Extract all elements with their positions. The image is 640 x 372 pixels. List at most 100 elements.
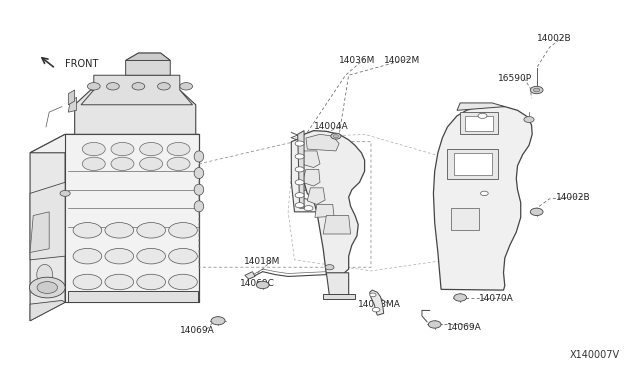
- Circle shape: [60, 190, 70, 196]
- Circle shape: [304, 142, 313, 147]
- Ellipse shape: [169, 222, 197, 238]
- Circle shape: [524, 116, 534, 122]
- Circle shape: [111, 142, 134, 156]
- Polygon shape: [307, 188, 325, 205]
- Circle shape: [211, 317, 225, 325]
- Circle shape: [295, 193, 304, 198]
- Ellipse shape: [105, 274, 134, 290]
- Polygon shape: [68, 97, 77, 112]
- Text: 1401BMA: 1401BMA: [358, 300, 401, 310]
- Polygon shape: [433, 106, 532, 290]
- Polygon shape: [301, 151, 320, 167]
- Text: 14002M: 14002M: [384, 56, 420, 65]
- Ellipse shape: [73, 274, 102, 290]
- Polygon shape: [291, 138, 326, 212]
- Circle shape: [157, 83, 170, 90]
- Polygon shape: [75, 90, 196, 134]
- Polygon shape: [460, 112, 499, 134]
- Ellipse shape: [194, 201, 204, 212]
- Polygon shape: [245, 272, 255, 279]
- Ellipse shape: [299, 174, 318, 183]
- Polygon shape: [65, 134, 199, 302]
- Circle shape: [132, 83, 145, 90]
- Ellipse shape: [169, 248, 197, 264]
- Circle shape: [295, 141, 304, 146]
- Polygon shape: [465, 116, 493, 131]
- Ellipse shape: [299, 144, 318, 154]
- Ellipse shape: [194, 167, 204, 179]
- Text: 14004A: 14004A: [314, 122, 348, 131]
- Circle shape: [372, 308, 380, 312]
- Polygon shape: [125, 53, 170, 75]
- Ellipse shape: [194, 151, 204, 162]
- Polygon shape: [68, 90, 75, 105]
- Polygon shape: [451, 208, 479, 230]
- Circle shape: [295, 154, 304, 159]
- Ellipse shape: [137, 274, 166, 290]
- Circle shape: [331, 133, 341, 139]
- Polygon shape: [447, 149, 499, 179]
- Circle shape: [140, 142, 163, 156]
- Polygon shape: [30, 134, 65, 321]
- Text: 16590P: 16590P: [499, 74, 532, 83]
- Polygon shape: [30, 134, 199, 153]
- Ellipse shape: [194, 184, 204, 195]
- Circle shape: [481, 191, 488, 196]
- Circle shape: [428, 321, 441, 328]
- Text: X140007V: X140007V: [570, 350, 620, 359]
- Ellipse shape: [36, 264, 52, 285]
- Polygon shape: [315, 205, 334, 217]
- Text: 14002B: 14002B: [556, 193, 590, 202]
- Ellipse shape: [36, 231, 52, 251]
- Circle shape: [256, 281, 269, 289]
- Polygon shape: [306, 134, 339, 151]
- Polygon shape: [454, 153, 492, 175]
- Circle shape: [167, 157, 190, 170]
- Text: 14018M: 14018M: [244, 257, 280, 266]
- Text: 14069C: 14069C: [241, 279, 275, 288]
- Polygon shape: [457, 103, 505, 110]
- Circle shape: [304, 206, 313, 211]
- Polygon shape: [81, 75, 193, 105]
- Text: 14036M: 14036M: [339, 56, 376, 65]
- Ellipse shape: [137, 248, 166, 264]
- Circle shape: [106, 83, 119, 90]
- Circle shape: [454, 294, 467, 301]
- Ellipse shape: [105, 222, 134, 238]
- Ellipse shape: [73, 248, 102, 264]
- Circle shape: [295, 180, 304, 185]
- Circle shape: [295, 167, 304, 172]
- Polygon shape: [302, 169, 320, 186]
- Text: 14070A: 14070A: [479, 294, 514, 303]
- Circle shape: [29, 277, 65, 298]
- Text: 14004B: 14004B: [314, 207, 348, 217]
- Circle shape: [370, 293, 376, 297]
- Polygon shape: [323, 294, 355, 299]
- Polygon shape: [298, 131, 304, 208]
- Ellipse shape: [137, 222, 166, 238]
- Circle shape: [88, 83, 100, 90]
- Circle shape: [478, 113, 487, 118]
- Polygon shape: [300, 131, 365, 275]
- Polygon shape: [30, 212, 49, 253]
- Ellipse shape: [299, 190, 318, 199]
- Polygon shape: [370, 290, 384, 315]
- Polygon shape: [125, 53, 170, 61]
- Circle shape: [111, 157, 134, 170]
- Ellipse shape: [299, 159, 318, 169]
- Circle shape: [83, 142, 105, 156]
- Circle shape: [167, 142, 190, 156]
- Polygon shape: [326, 273, 349, 297]
- Ellipse shape: [73, 222, 102, 238]
- Circle shape: [180, 83, 193, 90]
- Circle shape: [295, 203, 304, 208]
- Circle shape: [531, 86, 543, 94]
- Circle shape: [83, 157, 105, 170]
- Circle shape: [534, 88, 540, 92]
- Text: 14002B: 14002B: [537, 34, 572, 43]
- Circle shape: [37, 282, 58, 294]
- Text: 14069A: 14069A: [180, 326, 214, 335]
- Circle shape: [531, 208, 543, 215]
- Ellipse shape: [169, 274, 197, 290]
- Circle shape: [333, 135, 339, 138]
